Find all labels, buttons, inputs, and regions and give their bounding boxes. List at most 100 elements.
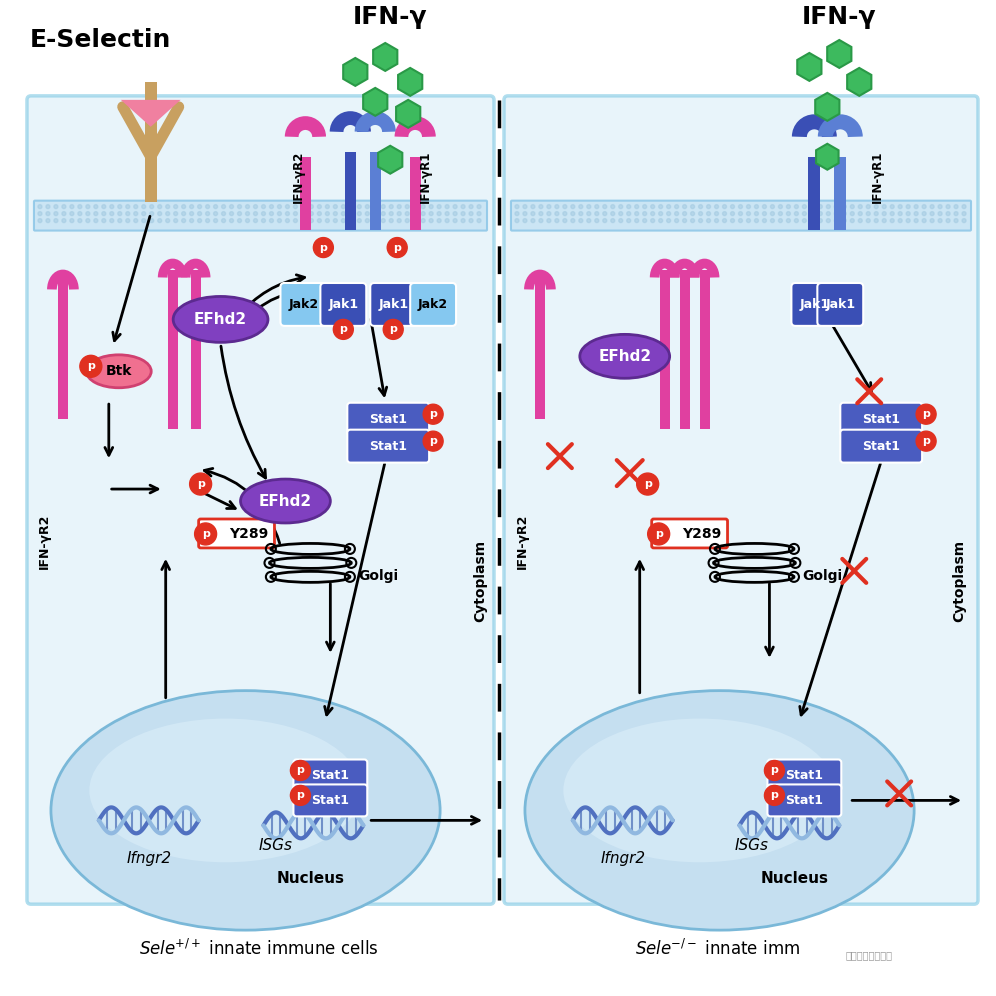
Polygon shape	[121, 100, 180, 126]
Ellipse shape	[173, 297, 268, 343]
Circle shape	[765, 786, 785, 806]
FancyBboxPatch shape	[504, 96, 978, 904]
Circle shape	[698, 211, 702, 215]
Circle shape	[555, 204, 559, 208]
Text: Stat1: Stat1	[370, 439, 407, 452]
Text: Ifngr2: Ifngr2	[126, 851, 171, 866]
Circle shape	[221, 211, 225, 215]
Circle shape	[843, 218, 847, 222]
Circle shape	[930, 204, 934, 208]
Circle shape	[795, 211, 799, 215]
Circle shape	[405, 218, 409, 222]
Circle shape	[803, 211, 807, 215]
Circle shape	[421, 218, 425, 222]
Circle shape	[86, 218, 90, 222]
FancyBboxPatch shape	[841, 429, 922, 462]
Circle shape	[437, 218, 441, 222]
Circle shape	[706, 204, 710, 208]
Circle shape	[334, 218, 338, 222]
Circle shape	[461, 218, 465, 222]
Bar	[679, 270, 689, 429]
Circle shape	[642, 204, 646, 208]
Circle shape	[302, 218, 306, 222]
Circle shape	[118, 211, 122, 215]
FancyBboxPatch shape	[27, 96, 494, 904]
Circle shape	[730, 204, 734, 208]
Circle shape	[666, 218, 670, 222]
Text: $\it{Sele}$$^{+/+}$ innate immune cells: $\it{Sele}$$^{+/+}$ innate immune cells	[138, 939, 378, 959]
Circle shape	[110, 211, 114, 215]
Circle shape	[634, 204, 638, 208]
Circle shape	[469, 211, 473, 215]
Circle shape	[539, 211, 543, 215]
Polygon shape	[374, 43, 397, 71]
Circle shape	[110, 218, 114, 222]
Circle shape	[254, 204, 258, 208]
Circle shape	[157, 204, 161, 208]
Text: Jak2: Jak2	[418, 298, 448, 311]
Circle shape	[342, 204, 346, 208]
Circle shape	[690, 204, 694, 208]
Circle shape	[197, 211, 201, 215]
Circle shape	[453, 218, 457, 222]
Circle shape	[587, 211, 591, 215]
Text: p: p	[297, 791, 305, 801]
Circle shape	[254, 218, 258, 222]
Circle shape	[835, 211, 839, 215]
Circle shape	[571, 211, 575, 215]
FancyBboxPatch shape	[768, 785, 842, 817]
Circle shape	[738, 204, 742, 208]
Circle shape	[334, 211, 338, 215]
Text: Cytoplasm: Cytoplasm	[473, 540, 487, 622]
Circle shape	[619, 211, 622, 215]
Circle shape	[634, 218, 638, 222]
Circle shape	[229, 204, 233, 208]
Circle shape	[954, 211, 958, 215]
Circle shape	[94, 211, 98, 215]
FancyBboxPatch shape	[348, 429, 429, 462]
Circle shape	[722, 218, 726, 222]
Circle shape	[595, 211, 599, 215]
Polygon shape	[396, 100, 420, 127]
Circle shape	[779, 218, 783, 222]
Text: p: p	[429, 436, 437, 446]
Circle shape	[835, 204, 839, 208]
Circle shape	[125, 211, 129, 215]
Circle shape	[531, 218, 535, 222]
Text: p: p	[771, 766, 778, 776]
Text: p: p	[340, 325, 348, 335]
FancyBboxPatch shape	[371, 283, 416, 326]
Text: Stat1: Stat1	[863, 439, 900, 452]
Circle shape	[930, 211, 934, 215]
Circle shape	[350, 204, 354, 208]
Text: Stat1: Stat1	[370, 412, 407, 425]
Circle shape	[189, 218, 193, 222]
Circle shape	[795, 204, 799, 208]
Circle shape	[358, 211, 362, 215]
Circle shape	[194, 523, 216, 545]
Circle shape	[405, 211, 409, 215]
Circle shape	[366, 218, 370, 222]
Circle shape	[706, 218, 710, 222]
Circle shape	[738, 211, 742, 215]
Circle shape	[867, 204, 871, 208]
Bar	[190, 270, 200, 429]
Circle shape	[310, 218, 314, 222]
Bar	[809, 156, 821, 230]
FancyBboxPatch shape	[294, 760, 368, 792]
Ellipse shape	[90, 718, 362, 863]
FancyBboxPatch shape	[410, 283, 456, 326]
Circle shape	[62, 204, 66, 208]
Circle shape	[374, 218, 377, 222]
Circle shape	[746, 204, 750, 208]
Circle shape	[383, 320, 403, 340]
Circle shape	[173, 211, 177, 215]
Ellipse shape	[240, 479, 331, 523]
Text: Jak2: Jak2	[288, 298, 319, 311]
Circle shape	[278, 218, 282, 222]
Circle shape	[811, 218, 815, 222]
Circle shape	[421, 204, 425, 208]
Circle shape	[366, 211, 370, 215]
Circle shape	[603, 218, 607, 222]
Text: Nucleus: Nucleus	[760, 871, 829, 885]
